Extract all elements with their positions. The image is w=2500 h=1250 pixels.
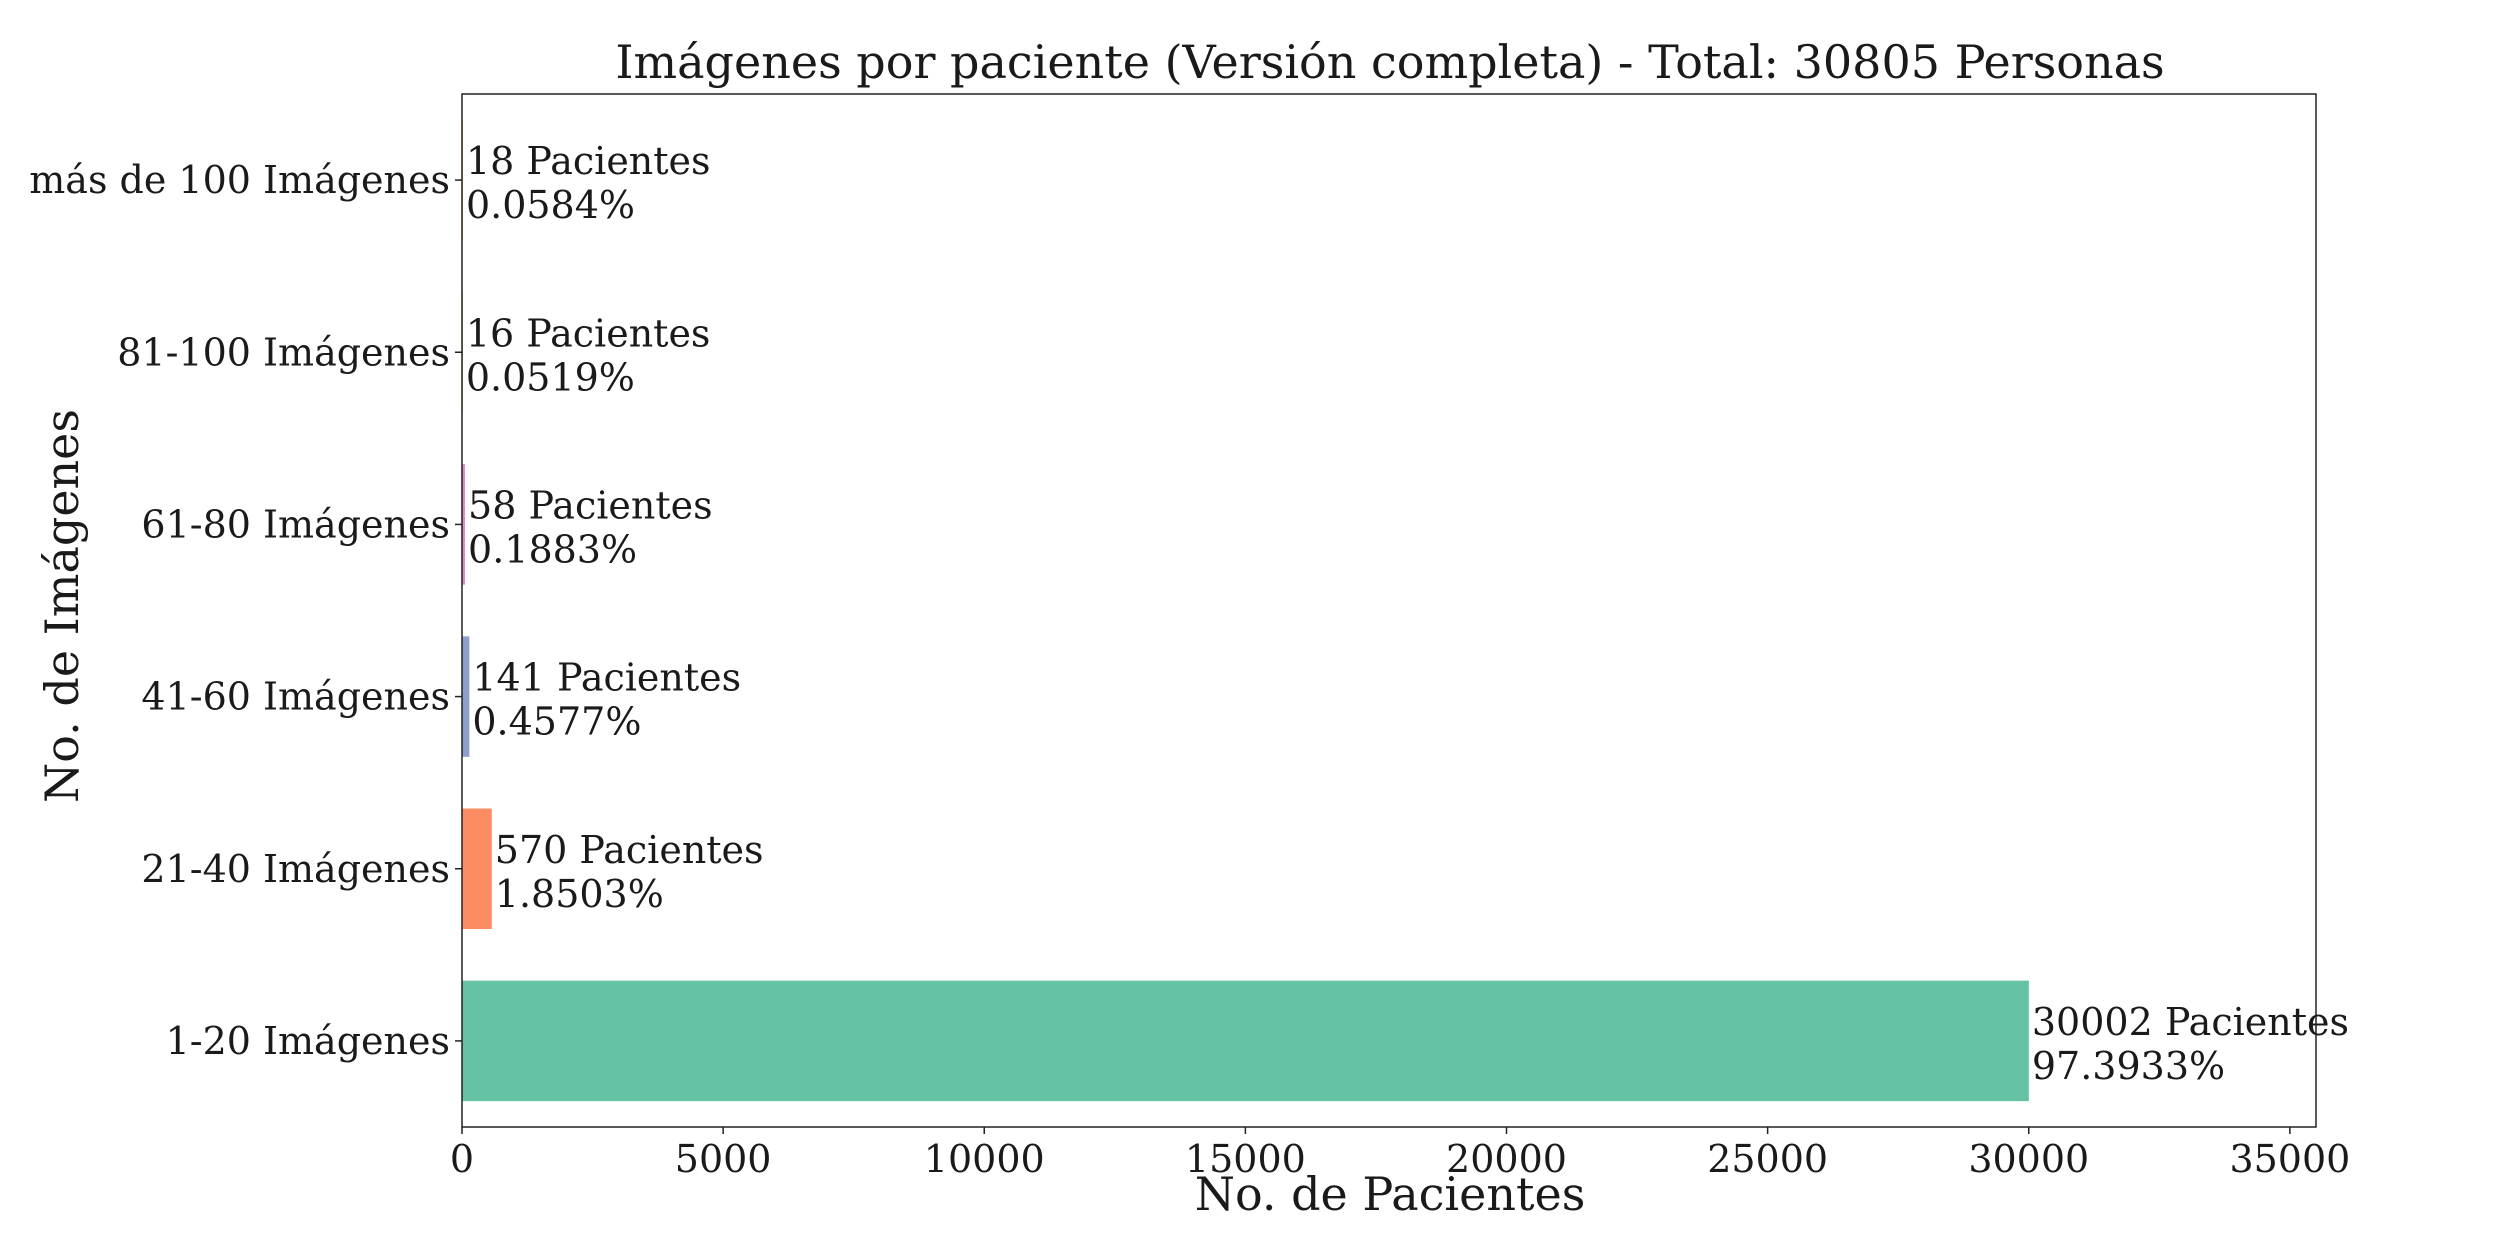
data-label-percent: 1.8503% xyxy=(495,872,664,916)
data-label-count: 30002 Pacientes xyxy=(2032,1000,2349,1044)
data-label-percent: 0.0519% xyxy=(466,355,635,399)
data-label-percent: 0.4577% xyxy=(472,700,641,744)
y-axis-ticks: 1-20 Imágenes 21-40 Imágenes 41-60 Imágene… xyxy=(29,158,462,1063)
y-tick-label: 1-20 Imágenes xyxy=(166,1019,450,1063)
x-axis-label: No. de Pacientes xyxy=(1195,1167,1586,1221)
y-tick-label: 21-40 Imágenes xyxy=(141,847,450,891)
chart-title: Imágenes por paciente (Versión completa)… xyxy=(615,35,2164,89)
x-axis-ticks: 0 5000 10000 15000 20000 25000 30000 35000 xyxy=(450,1127,2350,1181)
x-tick-label: 35000 xyxy=(2229,1137,2350,1181)
data-label-percent: 97.3933% xyxy=(2032,1044,2225,1088)
plot-frame xyxy=(461,93,2317,1128)
bar xyxy=(462,980,2029,1102)
x-tick-label: 25000 xyxy=(1707,1137,1828,1181)
x-tick-label: 5000 xyxy=(675,1137,772,1181)
bar xyxy=(462,636,470,757)
data-label-percent: 0.0584% xyxy=(466,183,635,227)
data-label-count: 570 Pacientes xyxy=(495,828,764,872)
bar xyxy=(462,464,466,585)
y-tick-label: 41-60 Imágenes xyxy=(141,675,450,719)
bar xyxy=(462,808,492,930)
data-label-count: 16 Pacientes xyxy=(466,311,711,355)
x-tick-label: 10000 xyxy=(924,1137,1045,1181)
bars-layer xyxy=(462,119,2029,1102)
data-label-count: 18 Pacientes xyxy=(466,139,711,183)
y-axis-label: No. de Imágenes xyxy=(35,409,89,803)
data-label-count: 58 Pacientes xyxy=(468,483,713,527)
y-tick-label: 81-100 Imágenes xyxy=(117,330,450,374)
y-tick-label: 61-80 Imágenes xyxy=(141,502,450,546)
x-tick-label: 30000 xyxy=(1968,1137,2089,1181)
x-tick-label: 15000 xyxy=(1185,1137,1306,1181)
y-tick-label: más de 100 Imágenes xyxy=(29,158,450,202)
x-tick-label: 20000 xyxy=(1446,1137,1567,1181)
data-label-percent: 0.1883% xyxy=(468,527,637,571)
data-label-count: 141 Pacientes xyxy=(472,656,741,700)
x-tick-label: 0 xyxy=(450,1137,474,1181)
